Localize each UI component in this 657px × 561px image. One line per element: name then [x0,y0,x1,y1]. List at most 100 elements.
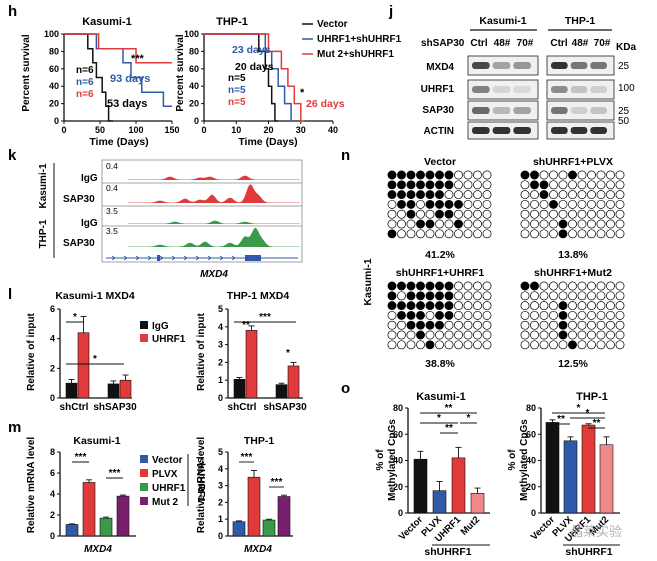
cpg-dot-grid-4 [568,310,577,320]
cpg-dot-grid-1 [454,170,463,180]
cpg-dot-grid-3 [397,320,406,330]
survival-thp-xtick-label: 10 [231,125,241,135]
cpg-dot-grid-3 [454,320,463,330]
cpg-dot-grid-1 [387,219,397,229]
survival-kasumi-xtick-label: 50 [95,125,105,135]
legend-vector-m: Vector [152,455,183,466]
cpg-dot-grid-1 [406,209,416,219]
chip-scale-2: 0.4 [106,183,118,193]
cpg-dot-grid-1 [387,199,397,209]
cpg-dot-grid-3 [416,291,425,301]
blot-cell-thp: THP-1 [565,15,595,27]
cpg-dot-grid-2 [530,229,539,239]
cpg-dot-grid-2 [549,219,558,229]
blot-band [513,62,531,69]
cpg-dot-grid-1 [387,180,397,190]
survival-thp-ytick-label: 20 [189,99,199,109]
survival-thp-ytick-label: 100 [184,29,199,39]
cpg-dot-grid-4 [549,291,558,301]
legend-swatch-mut2-m [140,497,148,505]
track-signal-4 [128,227,300,247]
methyl-thp-ytick-label: 20 [526,482,536,492]
legend-uhrf1: UHRF1+shUHRF1 [317,34,402,45]
survival-thp-series-red [204,33,304,122]
survival-kasumi-n1: n=6 [76,65,94,76]
methyl-kasumi-ytick-label: 80 [393,403,403,413]
cpg-dot-grid-4 [549,281,558,291]
cpg-dot-grid-4 [530,320,539,330]
mrna-kasumi-1-sig: *** [75,452,87,463]
mrna-kasumi-ytick-label: 0 [50,531,55,541]
cpg-dot-grid-4 [530,310,539,320]
cpg-dot-grid-1 [482,180,492,190]
cpg-dot-grid-4 [568,330,577,340]
cpg-dot-grid-4 [530,340,539,350]
cpg-dot-grid-3 [397,310,406,320]
survival-kasumi-xtick-label: 150 [164,125,179,135]
cpg-dot-grid-1 [482,229,492,239]
chip-qpcr-thp-bar [245,330,258,399]
cpg-dot-grid-1 [435,180,444,190]
cpg-dot-grid-3 [406,301,416,311]
cpg-dot-grid-4 [520,310,530,320]
survival-thp-ytick-label: 0 [194,116,199,126]
cpg-dot-grid-2 [596,190,606,200]
cpg-dot-grid-3 [473,340,482,350]
cpg-dot-grid-1 [444,190,454,200]
cpg-dot-grid-1 [387,170,397,180]
blot-band [492,107,511,114]
methyl-thp-bar [581,424,596,514]
cpg-dot-grid-3 [416,340,425,350]
mrna-thp-ytick-label: 2 [218,497,223,507]
chip-tracks: Kasumi-1 THP-1 IgG SAP30 IgG SAP30 0.4 0… [38,159,303,280]
cpg-dot-grid-2 [587,170,596,180]
survival-thp-median-blue: 23 days [232,44,271,56]
panel-label-m: m [8,419,21,436]
cpg-dot-grid-3 [406,291,416,301]
blot-band [513,127,531,134]
cpg-dot-grid-1 [444,229,454,239]
chip-qpcr-kasumi-bar [119,379,132,399]
chip-qpcr-kasumi-ytick-label: 6 [50,304,55,314]
track-signal-1 [128,175,300,180]
cpg-dot-grid-1 [397,209,406,219]
blot-band [492,86,511,93]
cpg-dot-grid-2 [558,229,568,239]
cpg-dot-grid-4 [520,301,530,311]
methylation-bars: Kasumi-1 THP-1 020406080020406080*******… [375,391,622,558]
cpg-dot-grid-3 [444,320,454,330]
blot-band [551,127,568,134]
cpg-dot-grid-2 [596,219,606,229]
panel-label-l: l [8,286,12,303]
cpg-dot-grid-3 [416,281,425,291]
cpg-dot-grid-4 [539,291,549,301]
cpg-dot-grid-1 [387,190,397,200]
gene-strand-arrow [135,255,140,261]
cpg-dot-grid-4 [558,291,568,301]
cpg-dot-grid-2 [587,190,596,200]
watermark: 晶莱实验 [570,524,622,539]
survival-thp-median-red: 26 days [306,98,345,110]
cpg-dot-grid-2 [520,190,530,200]
blot-protein-uhrf1: UHRF1 [421,84,455,95]
chip-qpcr-kasumi-bar [77,332,90,399]
survival-kasumi-ytick-label: 80 [49,46,59,56]
cpg-dot-grid-2 [549,209,558,219]
survival-thp-ytick-label: 80 [189,46,199,56]
blot-band [590,127,607,134]
cpg-dot-grid-3 [435,301,444,311]
chip-qpcr-thp-ytick-label: 2 [218,357,223,367]
mrna-kasumi-ytick-label: 8 [50,447,55,457]
bisulfite-grid-2-title: shUHRF1+PLVX [533,156,613,168]
blot-band [513,107,531,114]
survival-kasumi-series-blue [64,33,172,107]
cpg-dot-grid-2 [577,219,587,229]
bisulfite-cell-label: Kasumi-1 [362,258,374,305]
blot-cell-kasumi: Kasumi-1 [479,15,526,27]
blot-marker-100: 100 [618,83,635,94]
cpg-dot-grid-2 [539,190,549,200]
cpg-dot-grid-2 [530,180,539,190]
cpg-dot-grid-2 [530,190,539,200]
cpg-dot-grid-2 [549,180,558,190]
cpg-dot-grid-1 [425,229,435,239]
